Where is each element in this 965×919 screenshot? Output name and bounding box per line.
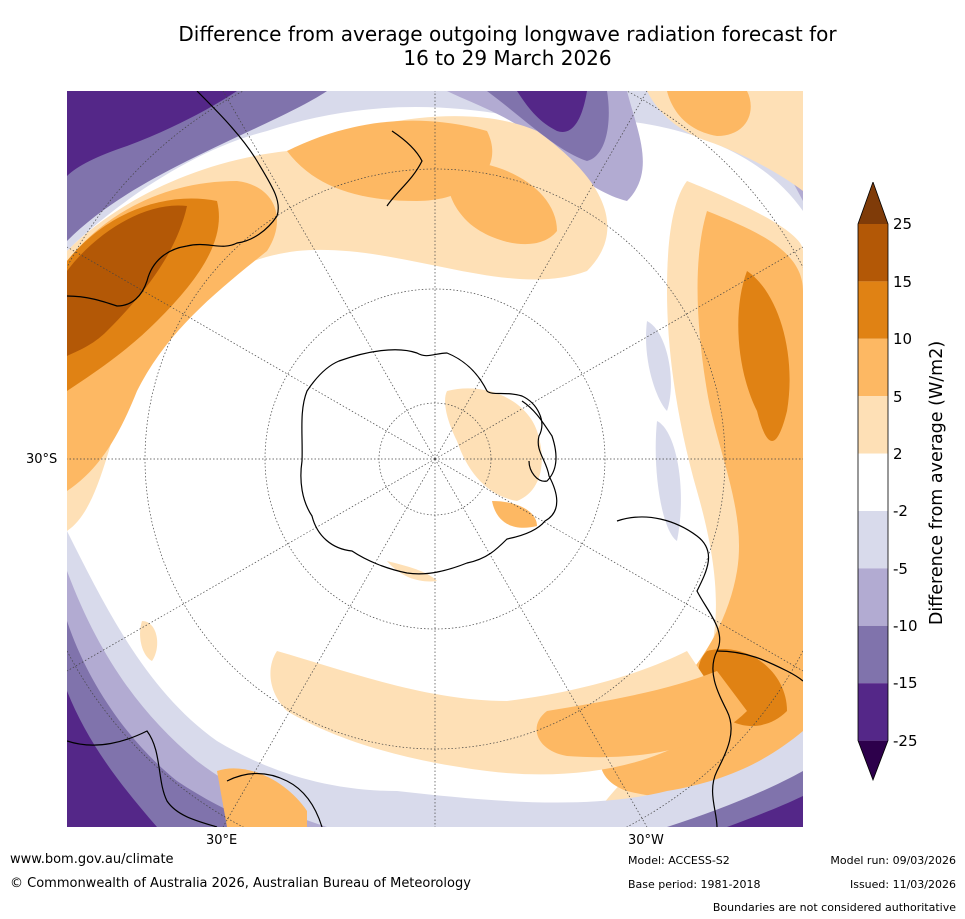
colorbar-under-triangle	[858, 740, 888, 780]
anomaly-region	[287, 120, 493, 201]
anomaly-region	[67, 91, 803, 251]
new-zealand-coastline	[386, 130, 423, 207]
africa-coastline	[67, 730, 218, 827]
anomaly-region	[667, 91, 751, 136]
africa-coastline	[226, 772, 323, 827]
anomaly-region	[67, 91, 237, 176]
anomaly-region	[67, 205, 187, 356]
chart-title: Difference from average outgoing longwav…	[0, 22, 965, 70]
lon-label-30w: 30°W	[628, 833, 664, 848]
model-run-date: Model run: 09/03/2026	[830, 854, 956, 867]
lat-label-30s: 30°S	[26, 452, 58, 467]
colorbar-swatch-2-5	[858, 396, 888, 454]
antarctic-peninsula-coastline	[521, 400, 557, 482]
colorbar-over-triangle	[858, 182, 888, 224]
colorbar-outline	[857, 182, 889, 782]
colorbar-tick-m5: -5	[893, 560, 908, 578]
title-line-1: Difference from average outgoing longwav…	[178, 22, 837, 46]
anomaly-region	[517, 91, 587, 132]
australia-coastline	[67, 91, 279, 307]
issued-date: Issued: 11/03/2026	[849, 878, 956, 891]
colorbar-swatch-5-10	[858, 338, 888, 397]
colorbar-swatch-10-15	[858, 281, 888, 339]
anomaly-region	[727, 796, 803, 827]
colorbar-swatch-m10-15	[858, 625, 888, 684]
graticule	[67, 91, 803, 827]
title-line-2: 16 to 29 March 2026	[403, 46, 612, 70]
colorbar-swatch-neutral	[858, 453, 888, 511]
website-link[interactable]: www.bom.gov.au/climate	[10, 852, 174, 867]
polar-map	[67, 91, 803, 827]
copyright-text: © Commonwealth of Australia 2026, Austra…	[10, 876, 471, 891]
anomaly-region	[387, 561, 437, 582]
colorbar-swatch-15-25	[858, 224, 888, 282]
colorbar-tick-m25: -25	[893, 732, 918, 750]
colorbar-tick-m15: -15	[893, 674, 918, 692]
colorbar-tick-2: 2	[893, 445, 903, 463]
model-name: Model: ACCESS-S2	[628, 854, 730, 867]
anomaly-region	[655, 421, 681, 541]
anomaly-region	[448, 161, 557, 245]
anomaly-region	[738, 271, 790, 441]
anomaly-region	[67, 691, 157, 827]
anomaly-region	[67, 621, 267, 827]
anomaly-region	[492, 501, 537, 528]
colorbar-tick-m10: -10	[893, 617, 918, 635]
colorbar-swatch-m2-5	[858, 511, 888, 569]
colorbar-tick-25: 25	[893, 215, 913, 233]
colorbar	[857, 182, 889, 782]
anomaly-region	[445, 388, 542, 501]
boundaries-disclaimer: Boundaries are not considered authoritat…	[712, 901, 956, 914]
colorbar-tick-15: 15	[893, 273, 913, 291]
colorbar-tick-m2: -2	[893, 502, 908, 520]
coastlines	[67, 91, 803, 827]
colorbar-swatch-m5-10	[858, 568, 888, 626]
lon-label-30e: 30°E	[206, 833, 238, 848]
base-period: Base period: 1981-2018	[628, 878, 761, 891]
anomaly-region	[217, 768, 307, 827]
anomaly-region	[646, 321, 671, 411]
colorbar-tick-5: 5	[893, 388, 903, 406]
colorbar-label: Difference from average (W/m2)	[927, 340, 947, 626]
colorbar-swatch-m15-25	[858, 683, 888, 741]
colorbar-tick-10: 10	[893, 330, 913, 348]
anomaly-region	[140, 621, 158, 661]
anomaly-region	[536, 671, 747, 758]
anomaly-region	[397, 731, 803, 827]
south-america-coastline	[716, 650, 803, 682]
antarctica-coastline	[300, 349, 558, 575]
